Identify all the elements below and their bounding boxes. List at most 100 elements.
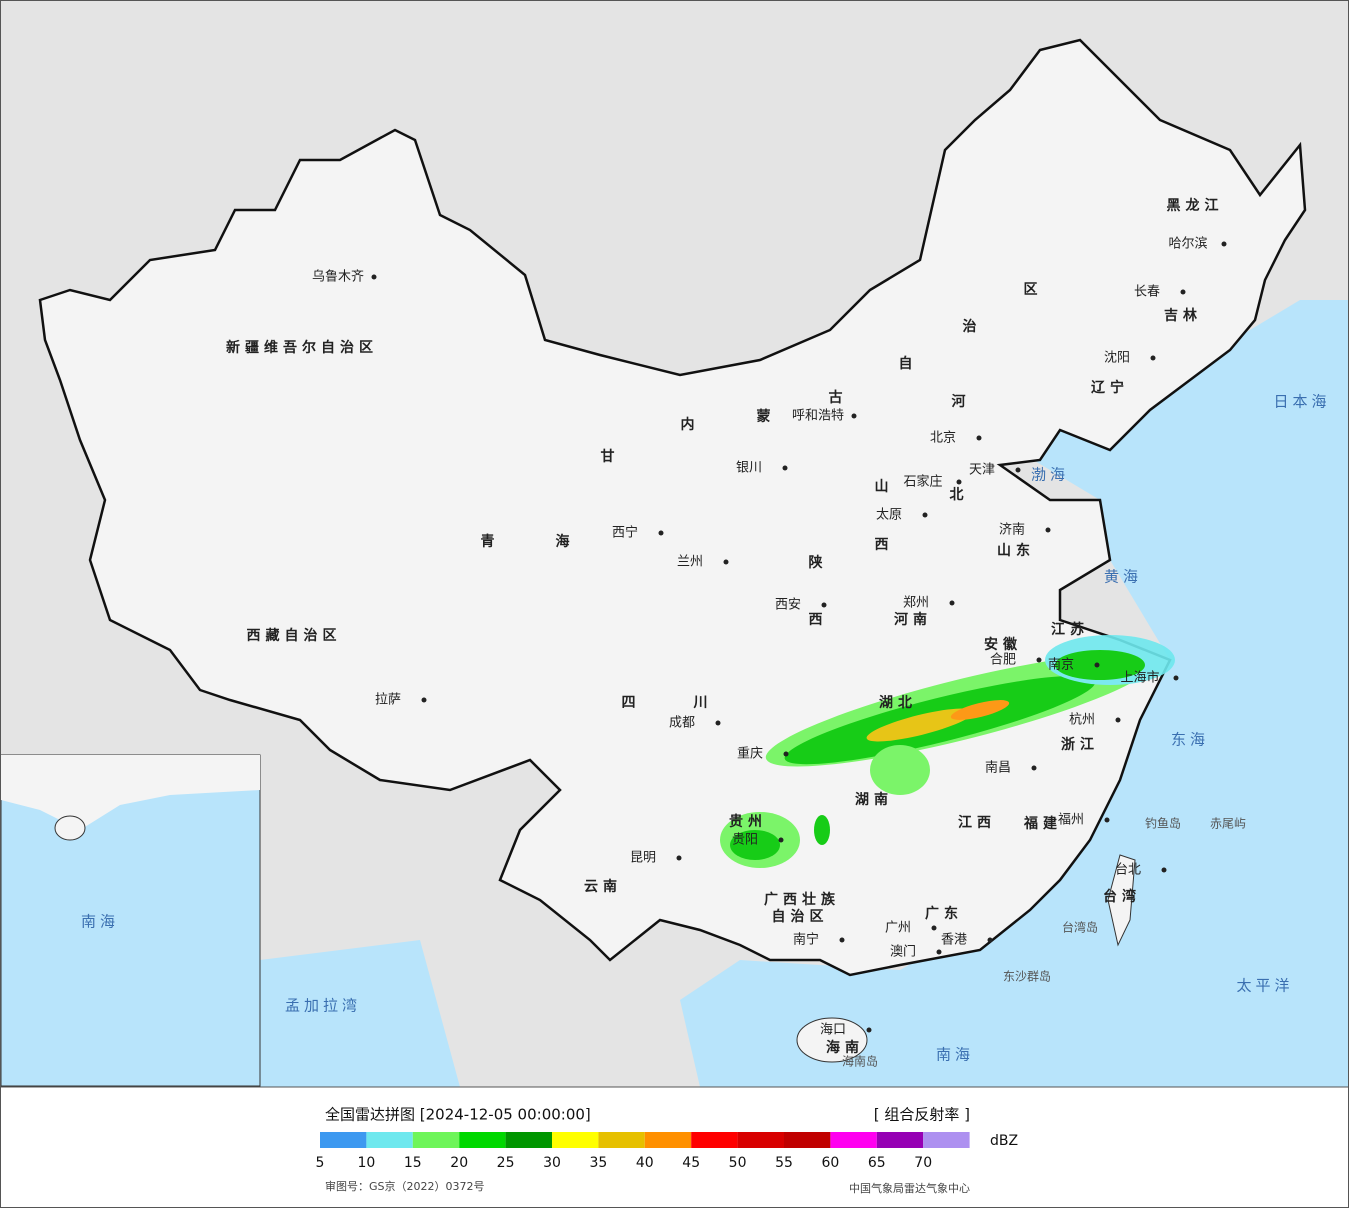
city-dot — [1115, 717, 1121, 723]
city-dot — [821, 602, 827, 608]
map-label: 内 — [681, 416, 700, 433]
legend-swatch — [737, 1132, 784, 1148]
map-label: 江苏 — [1051, 621, 1089, 638]
map-label: 安徽 — [984, 636, 1022, 653]
map-label: 黄海 — [1104, 568, 1142, 586]
legend-swatch — [320, 1132, 367, 1148]
map-label: 海 — [556, 533, 575, 550]
city-dot — [1094, 662, 1100, 668]
map-label: 甘 — [601, 448, 620, 465]
map-label: 贵阳 — [732, 833, 758, 848]
map-label: 银川 — [736, 461, 762, 476]
city-dot — [1031, 765, 1037, 771]
legend-swatch — [923, 1132, 970, 1148]
map-label: 台湾 — [1103, 888, 1141, 905]
map-label: 兰州 — [677, 555, 703, 570]
map-label: 合肥 — [990, 653, 1016, 668]
map-label: 辽宁 — [1091, 379, 1129, 396]
map-label: 长春 — [1134, 285, 1160, 300]
city-dot — [782, 465, 788, 471]
map-label: 广州 — [885, 921, 911, 936]
map-label: 青 — [481, 533, 500, 550]
city-dot — [1045, 527, 1051, 533]
map-label: 上海市 — [1120, 670, 1159, 686]
legend-tick-label: 25 — [497, 1155, 515, 1171]
map-label: 西安 — [775, 598, 801, 613]
map-label: 沈阳 — [1104, 351, 1130, 366]
legend-tick-label: 35 — [589, 1155, 607, 1171]
map-label: 孟加拉湾 — [285, 997, 361, 1015]
map-label: 重庆 — [737, 746, 763, 762]
map-label: 乌鲁木齐 — [312, 269, 364, 285]
map-label: 陕 — [809, 554, 828, 571]
map-label: 河南 — [894, 611, 932, 628]
map-label: 台北 — [1115, 863, 1141, 878]
legend-tick-label: 30 — [543, 1155, 561, 1171]
map-label: 昆明 — [630, 851, 656, 866]
map-label: 东海 — [1171, 731, 1209, 749]
map-label: 广西壮族 — [764, 891, 840, 908]
legend-tick-label: 60 — [821, 1155, 839, 1171]
map-label: 石家庄 — [903, 474, 942, 490]
map-label: 浙江 — [1061, 736, 1099, 753]
city-dot — [936, 949, 942, 955]
map-label: 自治区 — [772, 908, 829, 925]
map-label: 哈尔滨 — [1168, 236, 1207, 252]
city-dot — [421, 697, 427, 703]
city-dot — [866, 1027, 872, 1033]
map-label: 海南岛 — [842, 1054, 878, 1069]
city-dot — [783, 751, 789, 757]
legend-swatch — [784, 1132, 831, 1148]
city-dot — [839, 937, 845, 943]
legend-tick-label: 5 — [316, 1155, 325, 1171]
map-label: 北京 — [930, 431, 956, 446]
map-label: 广东 — [925, 905, 963, 922]
unit: dBZ — [990, 1133, 1018, 1149]
city-dot — [987, 937, 993, 943]
map-label: 古 — [829, 389, 848, 406]
map-label: 杭州 — [1069, 713, 1095, 728]
city-dot — [715, 720, 721, 726]
city-dot — [371, 274, 377, 280]
product-name: [ 组合反射率 ] — [874, 1106, 970, 1124]
city-dot — [1036, 657, 1042, 663]
legend-swatch — [830, 1132, 877, 1148]
map-label: 川 — [693, 695, 713, 711]
map-label: 拉萨 — [375, 693, 401, 708]
map-label: 区 — [1024, 282, 1043, 298]
map-label: 北 — [950, 487, 969, 503]
map-label: 西宁 — [612, 525, 638, 541]
ocean — [680, 300, 1349, 1087]
taiwan-island — [1107, 854, 1136, 947]
map-label: 山东 — [997, 542, 1035, 559]
map-label: 海南 — [826, 1039, 864, 1056]
map-label: 台湾岛 — [1062, 920, 1098, 935]
city-dot — [1015, 467, 1021, 473]
map-label: 济南 — [999, 522, 1025, 538]
map-label: 太平洋 — [1236, 977, 1293, 995]
map-label: 成都 — [669, 716, 695, 731]
legend-swatch — [598, 1132, 645, 1148]
map-label: 天津 — [969, 463, 995, 478]
legend-swatch — [691, 1132, 738, 1148]
radar-echo — [720, 635, 1175, 868]
city-dot — [1150, 355, 1156, 361]
map-label: 南海 — [81, 913, 119, 931]
city-dot — [1221, 241, 1227, 247]
legend-swatch — [459, 1132, 506, 1148]
map-label: 治 — [963, 318, 982, 335]
map-label: 福州 — [1058, 813, 1084, 828]
city-dot — [922, 512, 928, 518]
legend-swatch — [412, 1132, 460, 1148]
map-label: 自 — [899, 355, 918, 372]
map-label: 湖北 — [879, 695, 917, 711]
map-label: 澳门 — [890, 944, 916, 960]
map-label: 东沙群岛 — [1003, 969, 1051, 984]
city-dot — [676, 855, 682, 861]
legend-tick-label: 55 — [775, 1155, 793, 1171]
legend-swatch — [366, 1132, 413, 1148]
map-label: 福建 — [1023, 815, 1062, 832]
city-dot — [931, 925, 937, 931]
map-label: 日本海 — [1273, 393, 1330, 411]
map-label: 南昌 — [985, 760, 1011, 776]
